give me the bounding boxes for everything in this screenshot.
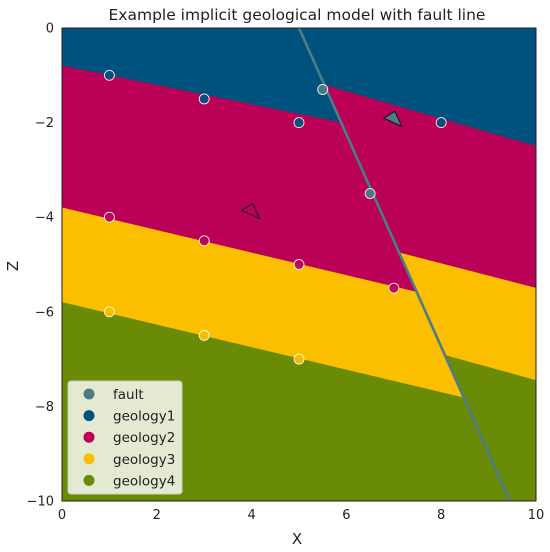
geology1-point (293, 117, 305, 129)
geology3-point (198, 330, 210, 341)
x-tick-label: 2 (153, 508, 161, 523)
geology4-region-right (444, 354, 536, 501)
fault-line (297, 28, 512, 501)
legend-marker (83, 431, 95, 443)
fault-point (317, 84, 329, 95)
geology2-point (198, 235, 210, 247)
legend-label: geology4 (113, 473, 175, 489)
y-tick-label: −2 (35, 116, 54, 131)
geology1-point (435, 117, 447, 129)
legend-marker (83, 453, 95, 465)
geology1-point (198, 93, 210, 105)
legend: fault geology1 geology2 geology3 geology4 (67, 380, 183, 495)
legend-marker (83, 388, 95, 400)
geology2-point (388, 282, 400, 294)
legend-label: fault (113, 387, 144, 403)
legend-box (67, 380, 183, 495)
geology1-point (103, 69, 115, 81)
geology2-point (293, 259, 305, 270)
x-tick-label: 6 (342, 508, 350, 523)
x-axis-label: X (292, 530, 302, 548)
legend-marker (83, 474, 95, 486)
x-tick-label: 4 (247, 508, 255, 523)
y-tick-label: −10 (27, 495, 54, 510)
orientation-marker (240, 202, 261, 220)
x-tick-label: 8 (437, 508, 445, 523)
plot-frame (61, 27, 537, 502)
y-tick-label: −4 (35, 211, 54, 226)
geology2-point (103, 211, 115, 223)
y-tick-label: −6 (35, 305, 54, 320)
y-tick-label: 0 (46, 22, 54, 37)
x-tick-label: 10 (528, 508, 545, 523)
geology3-point (293, 353, 305, 365)
legend-label: geology1 (113, 409, 175, 425)
legend-marker (83, 410, 95, 422)
x-tick-label: 0 (58, 508, 66, 523)
legend-label: geology3 (113, 452, 175, 468)
chart-title: Example implicit geological model with f… (109, 6, 486, 24)
axes: 0 2 4 6 8 10 0 −2 −4 −6 −8 −10 (27, 22, 545, 524)
fault-point (364, 188, 376, 200)
orientation-marker (382, 110, 403, 128)
y-axis-label: Z (4, 261, 22, 271)
geology3-point (103, 306, 115, 318)
legend-label: geology2 (113, 430, 175, 446)
y-tick-label: −8 (35, 400, 54, 415)
